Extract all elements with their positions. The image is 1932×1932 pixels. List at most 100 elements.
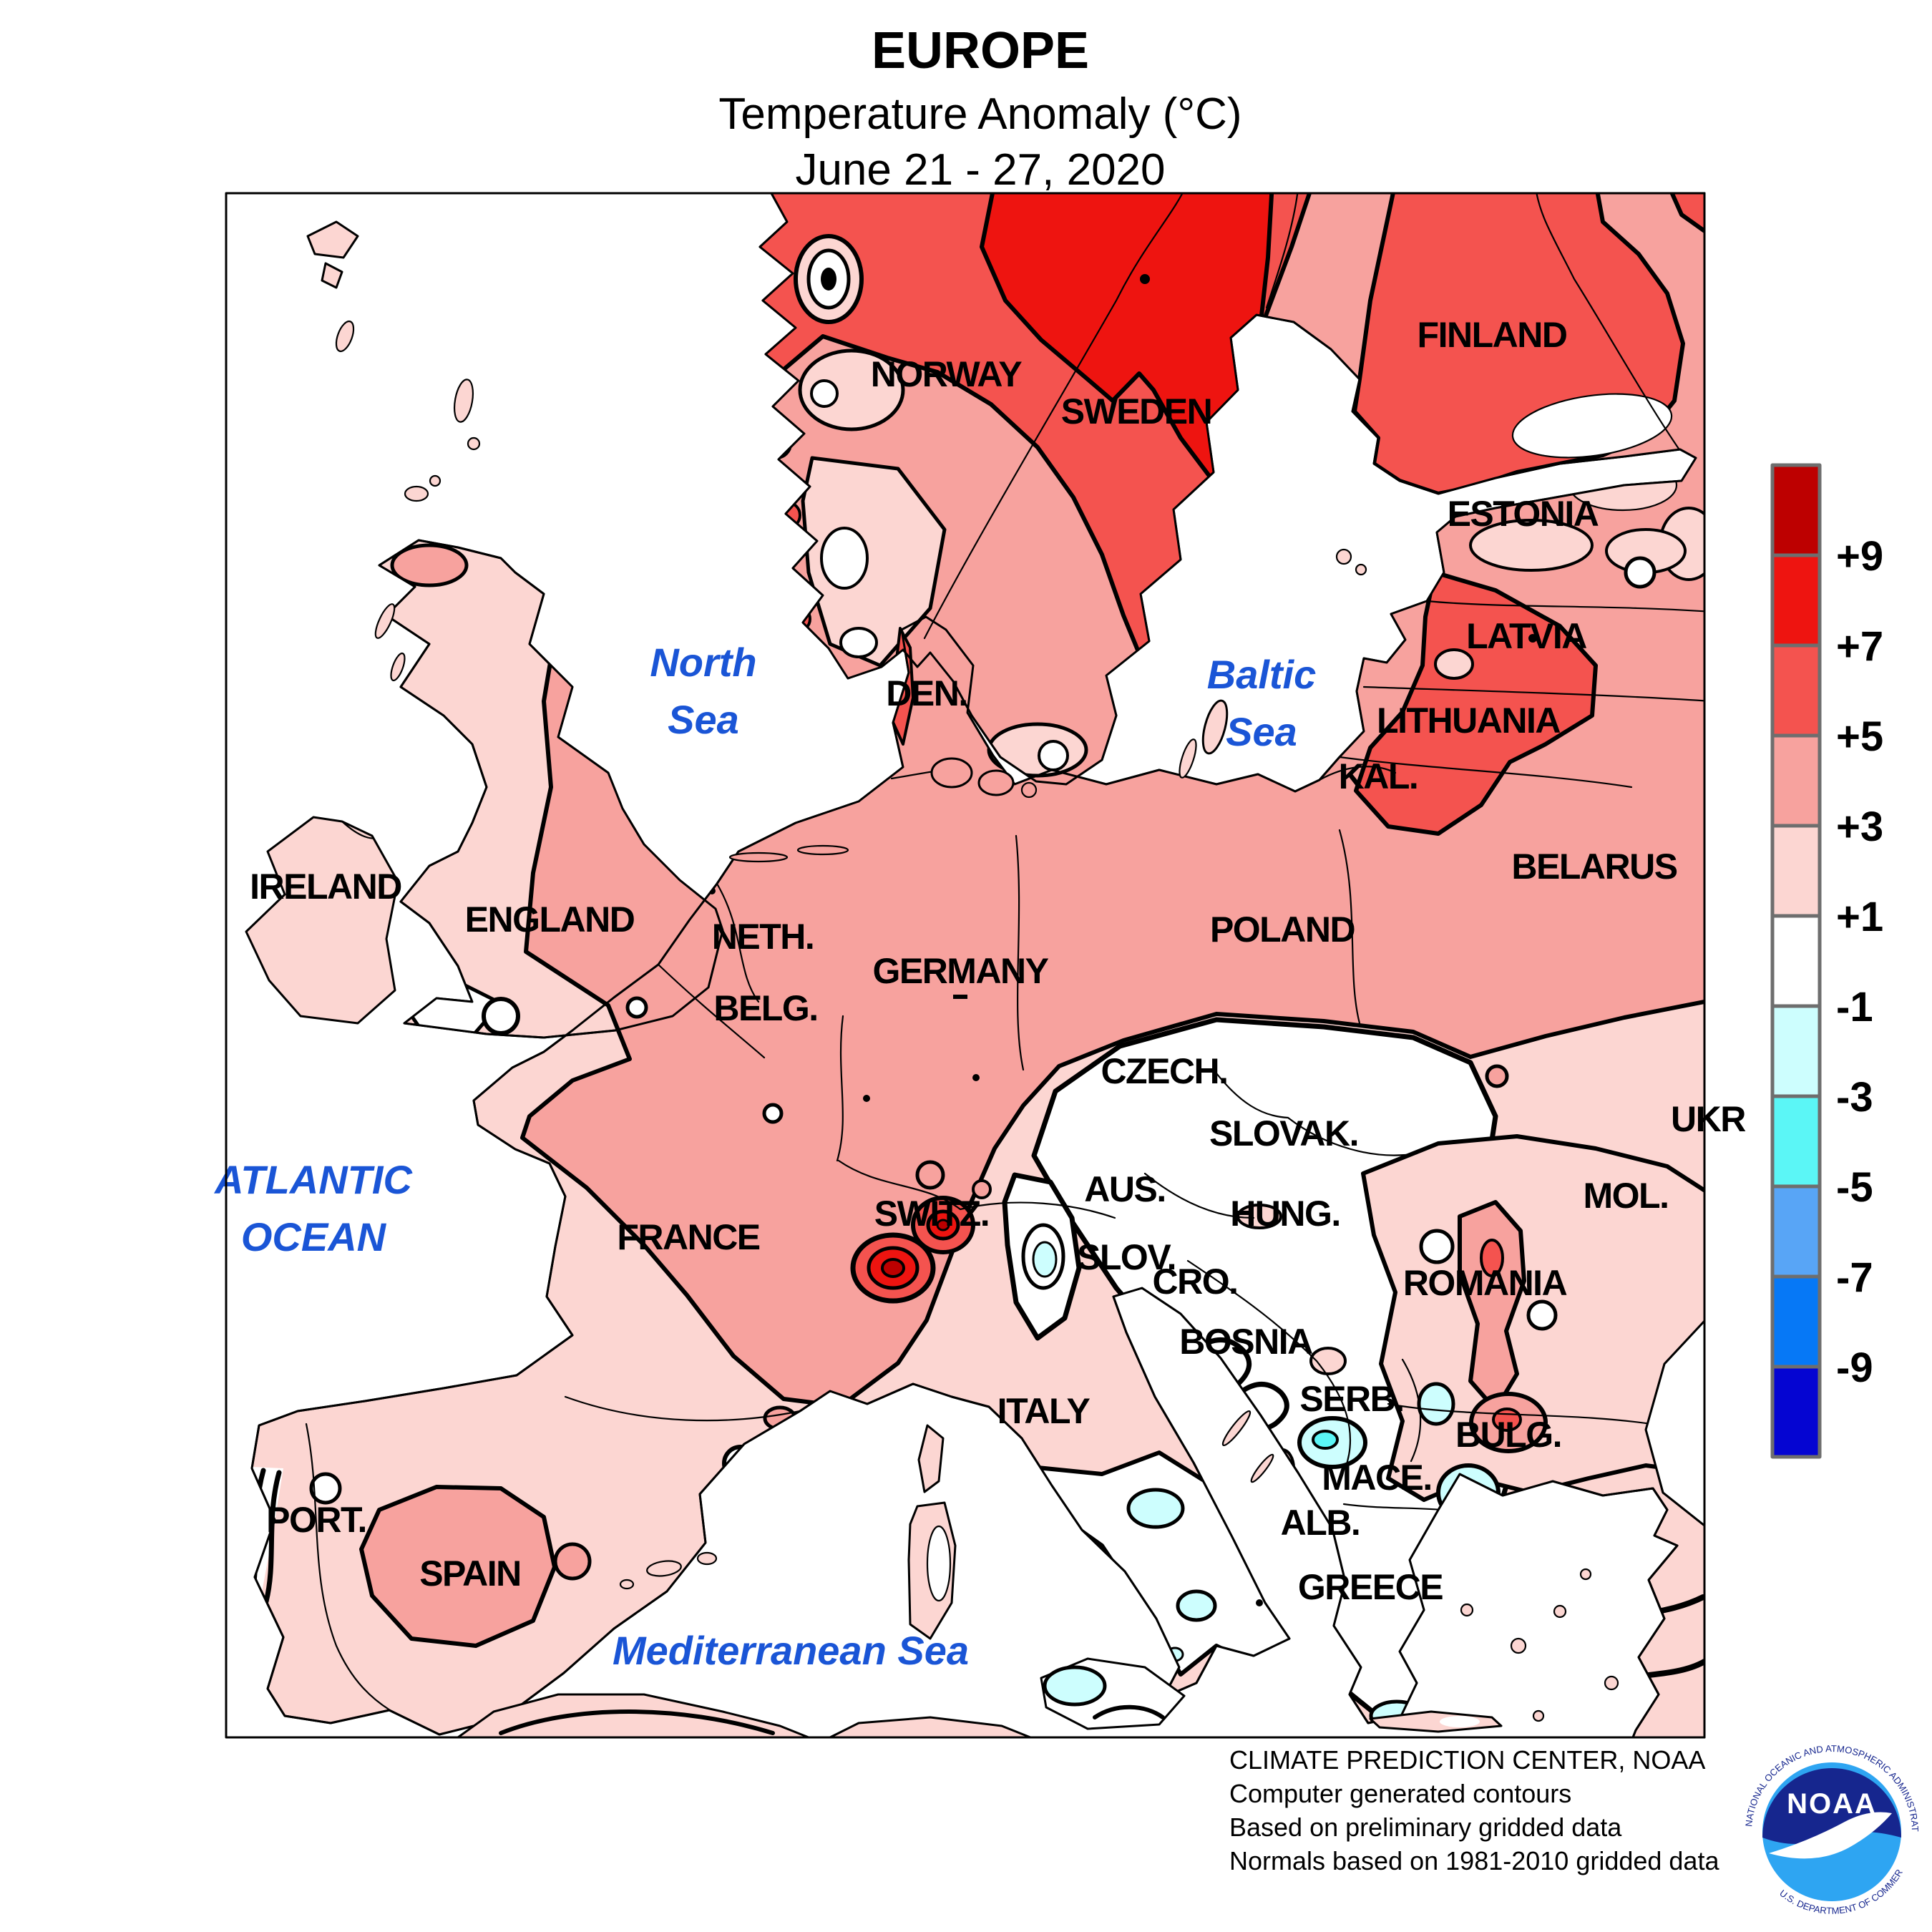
north-africa-coast — [457, 1693, 810, 1739]
contour-eye-center — [821, 268, 836, 291]
attribution-data: Based on preliminary gridded data — [1229, 1813, 1622, 1842]
sea-label-north-sea: Sea — [668, 697, 739, 742]
country-label-serbia: SERB. — [1299, 1379, 1403, 1419]
contour-dot — [972, 1074, 980, 1081]
legend-tick: -7 — [1836, 1254, 1873, 1301]
contour-region — [1417, 1382, 1455, 1426]
country-label-estonia: ESTONIA — [1448, 494, 1599, 534]
attribution-source: CLIMATE PREDICTION CENTER, NOAA — [1229, 1745, 1705, 1775]
contour-region — [820, 527, 869, 590]
attribution-normals: Normals based on 1981-2010 gridded data — [1229, 1846, 1719, 1875]
map-title-block: EUROPE Temperature Anomaly (°C) June 21 … — [718, 22, 1241, 195]
country-label-albania: ALB. — [1281, 1503, 1360, 1543]
map-labels: NORWAY SWEDEN FINLAND ESTONIA LATVIA LIT… — [213, 315, 1747, 1673]
noaa-logo-icon: NOAA NATIONAL OCEANIC AND ATMOSPHERIC AD… — [1740, 1740, 1923, 1923]
sea-label-atlantic-ocean: ATLANTIC — [213, 1157, 413, 1202]
contour-region — [839, 627, 878, 658]
island — [1460, 1603, 1474, 1617]
country-label-belgium: BELG. — [713, 988, 817, 1028]
country-label-slovenia: SLOV. — [1077, 1237, 1176, 1277]
island — [977, 769, 1015, 796]
island — [321, 262, 343, 289]
island — [728, 852, 789, 863]
contour-region — [1469, 519, 1594, 572]
island — [335, 320, 355, 353]
sea-label-baltic-sea: Baltic — [1207, 652, 1317, 697]
contour-region-plus7-north — [980, 193, 1274, 492]
legend-tick: -1 — [1836, 984, 1873, 1030]
country-label-poland: POLAND — [1210, 909, 1355, 950]
page-title: EUROPE — [872, 22, 1089, 79]
country-label-netherlands: NETH. — [712, 917, 814, 957]
contour-region — [801, 456, 947, 668]
country-label-greece: GREECE — [1298, 1567, 1443, 1607]
contour-region — [1434, 648, 1474, 680]
contour-line — [499, 1709, 775, 1735]
contour-region — [762, 1103, 784, 1124]
country-label-czech: CZECH. — [1101, 1051, 1227, 1091]
country-label-slovakia: SLOVAK. — [1209, 1113, 1358, 1153]
island — [1553, 1604, 1567, 1619]
map-area: NORWAY SWEDEN FINLAND ESTONIA LATVIA LIT… — [213, 192, 1747, 1739]
country-label-belarus: BELARUS — [1511, 847, 1677, 887]
legend-cell — [1770, 1004, 1822, 1098]
legend-cell — [1770, 463, 1822, 557]
country-label-macedonia: MACE. — [1322, 1458, 1432, 1498]
island — [467, 436, 481, 451]
island — [453, 379, 474, 423]
islands — [306, 220, 1619, 1739]
attribution-method: Computer generated contours — [1229, 1779, 1571, 1808]
contour-region — [810, 379, 839, 408]
contour-dash — [953, 995, 967, 999]
island — [404, 485, 429, 502]
island — [1335, 548, 1352, 565]
contour-region-spain-spot — [359, 1485, 557, 1648]
country-label-austria: AUS. — [1084, 1169, 1165, 1209]
country-label-switzerland: SWITZ. — [874, 1194, 989, 1234]
contour-region — [915, 1160, 945, 1190]
legend-tick: +7 — [1836, 623, 1883, 670]
country-label-denmark: DEN. — [886, 673, 967, 713]
contour-dot — [1256, 1599, 1263, 1606]
country-label-latvia: LATVIA — [1466, 616, 1586, 656]
contour-bullseye-core — [881, 1258, 905, 1278]
legend-cell — [1770, 1094, 1822, 1189]
contour-region — [1440, 1716, 1480, 1727]
legend-cell — [1770, 1184, 1822, 1279]
color-scale-legend: +9 +7 +5 +3 +1 -1 -3 -5 -7 -9 — [1770, 463, 1883, 1459]
island — [1579, 1568, 1592, 1581]
contour-bullseye-core — [936, 1219, 950, 1231]
contour-region — [1043, 1665, 1107, 1707]
legend-tick: +5 — [1836, 713, 1883, 760]
page-subtitle: Temperature Anomaly (°C) — [718, 89, 1241, 139]
island — [930, 757, 973, 789]
country-label-italy: ITALY — [997, 1391, 1091, 1431]
country-label-bulgaria: BULG. — [1455, 1415, 1561, 1455]
contour-region-minus3 — [1312, 1430, 1339, 1450]
country-label-germany: GERMANY — [872, 951, 1048, 991]
contour-region — [1485, 1064, 1509, 1088]
legend-tick: -3 — [1836, 1074, 1873, 1121]
legend-tick: +9 — [1836, 533, 1883, 580]
legend-tick: -9 — [1836, 1345, 1873, 1391]
page-date-range: June 21 - 27, 2020 — [795, 145, 1165, 195]
contour-line — [1093, 1704, 1165, 1719]
contour-region — [482, 997, 520, 1035]
island — [1179, 738, 1197, 779]
island — [1532, 1709, 1545, 1722]
country-label-hungary: HUNG. — [1230, 1194, 1340, 1234]
contour-line — [263, 1470, 282, 1604]
contour-dot — [1140, 274, 1150, 284]
country-label-portugal: PORT. — [266, 1500, 366, 1540]
sea-label-baltic-sea: Sea — [1226, 709, 1297, 754]
island — [1604, 1675, 1619, 1691]
country-label-france: FRANCE — [617, 1217, 759, 1257]
sea-label-north-sea: North — [650, 640, 756, 685]
island — [429, 474, 441, 487]
country-label-lithuania: LITHUANIA — [1377, 701, 1560, 741]
contour-region — [625, 996, 648, 1019]
legend-cell — [1770, 1274, 1822, 1369]
contour-region-minus1-alps — [1032, 1241, 1058, 1278]
country-label-moldova: MOL. — [1584, 1176, 1669, 1216]
